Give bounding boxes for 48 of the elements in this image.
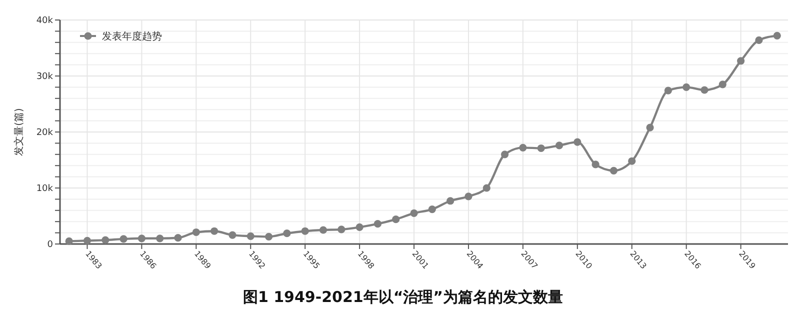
y-tick-label: 20k [36, 128, 54, 138]
point [283, 230, 291, 238]
text: 图1 1949-2021年以“治理”为篇名的发文数量 [242, 288, 564, 306]
point [356, 223, 364, 231]
point [192, 228, 200, 236]
point [555, 142, 564, 150]
y-axis-title: 发文量(篇) [13, 108, 25, 156]
point [156, 234, 164, 242]
point [755, 36, 763, 44]
point [464, 192, 472, 200]
point [120, 235, 128, 243]
point [773, 32, 781, 40]
y-tick-label: 40k [36, 16, 54, 26]
point [83, 236, 92, 244]
point [646, 124, 654, 132]
point [700, 86, 708, 94]
point [319, 226, 328, 234]
point [610, 166, 618, 174]
point [374, 220, 382, 228]
point [628, 157, 636, 165]
point [537, 144, 545, 152]
point [228, 231, 236, 239]
point [65, 237, 73, 245]
point [210, 227, 218, 235]
point [138, 234, 146, 242]
legend-label: 发表年度趋势 [102, 30, 162, 42]
point [338, 226, 346, 234]
point [246, 232, 254, 240]
point [428, 205, 436, 214]
point [482, 184, 490, 192]
point [682, 83, 690, 91]
point [174, 234, 182, 242]
point [592, 160, 600, 168]
point [264, 232, 273, 241]
point [392, 216, 400, 224]
point [737, 57, 745, 65]
point [102, 236, 110, 244]
point [500, 150, 509, 158]
point [718, 80, 726, 88]
point [410, 209, 418, 217]
y-tick-label: 30k [36, 72, 54, 82]
point [446, 197, 454, 205]
point [574, 138, 582, 146]
point [664, 86, 672, 94]
point [519, 144, 527, 152]
y-tick-label: 0 [47, 240, 54, 250]
point [301, 227, 309, 235]
y-tick-label: 10k [36, 184, 54, 194]
